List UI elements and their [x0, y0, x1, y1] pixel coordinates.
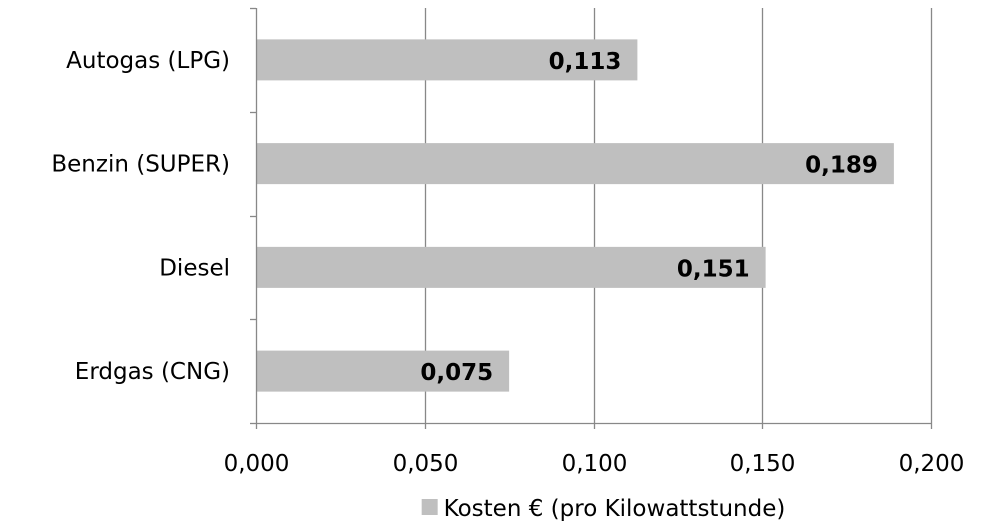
legend: Kosten € (pro Kilowattstunde) — [421, 496, 786, 522]
x-tick-label: 0,050 — [393, 451, 459, 477]
bar — [257, 246, 766, 288]
data-label: 0,151 — [677, 256, 750, 282]
data-labels: 0,113 0,189 0,151 0,075 — [420, 49, 878, 386]
x-tick-labels: 0,000 0,050 0,100 0,150 0,200 — [224, 451, 965, 477]
legend-label: Kosten € (pro Kilowattstunde) — [444, 496, 786, 522]
category-labels: Autogas (LPG) Benzin (SUPER) Diesel Erdgas … — [51, 48, 230, 385]
data-label: 0,075 — [420, 360, 493, 386]
data-label: 0,113 — [549, 49, 622, 75]
x-tick-label: 0,200 — [899, 451, 965, 477]
bar — [257, 350, 510, 392]
x-tick-label: 0,100 — [562, 451, 628, 477]
category-label: Autogas (LPG) — [66, 48, 230, 74]
data-label: 0,189 — [805, 153, 878, 179]
bar — [257, 39, 638, 81]
category-label: Benzin (SUPER) — [51, 152, 230, 178]
bars — [257, 39, 894, 392]
legend-swatch — [421, 499, 438, 515]
axes — [250, 7, 933, 429]
category-label: Erdgas (CNG) — [75, 359, 230, 385]
category-label: Diesel — [159, 255, 230, 281]
x-tick-label: 0,000 — [224, 451, 290, 477]
bar — [257, 143, 894, 185]
x-tick-label: 0,150 — [730, 451, 796, 477]
